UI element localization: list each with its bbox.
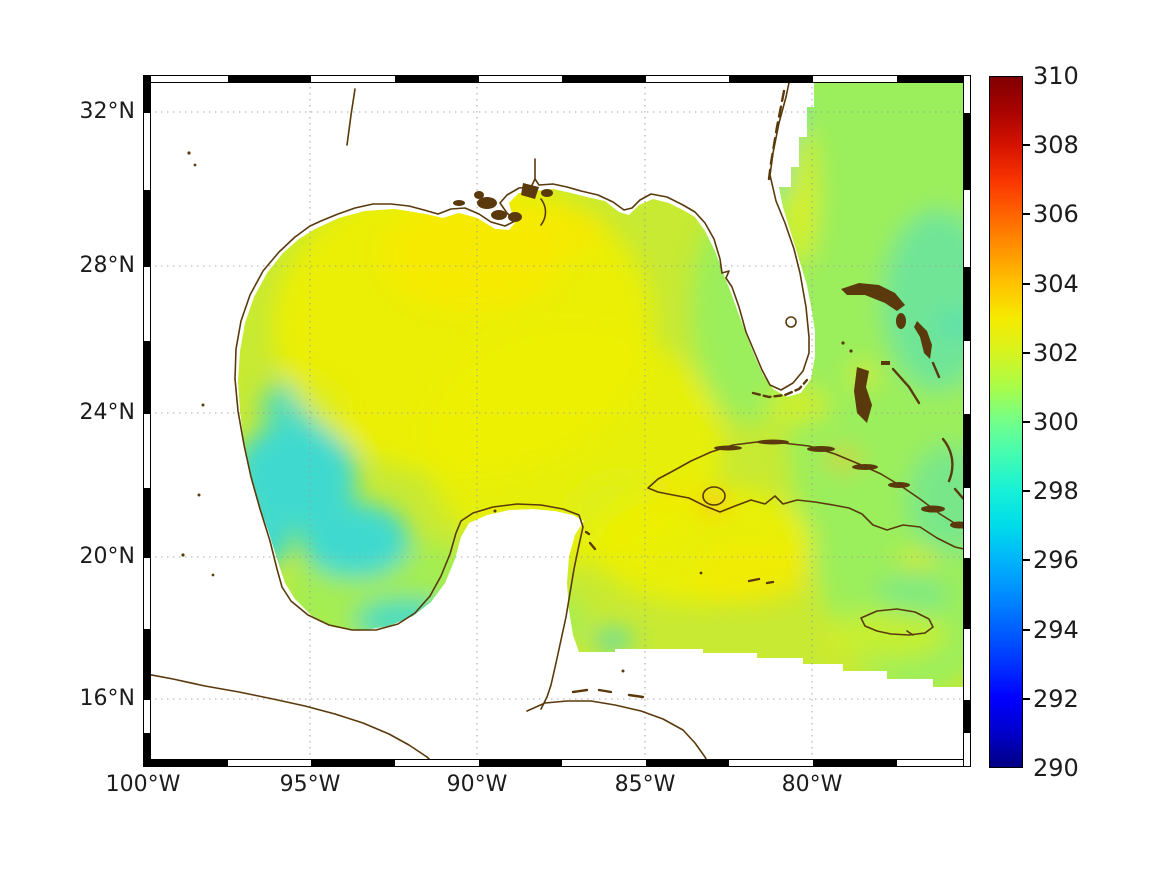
y-tick-label: 20°N: [79, 544, 135, 569]
colorbar-tick: [1023, 559, 1030, 562]
colorbar-tick: [1023, 421, 1030, 423]
colorbar-tick-label: 296: [1033, 546, 1079, 575]
y-tick-label: 16°N: [79, 686, 135, 711]
map-frame: [143, 75, 971, 767]
colorbar-tick-label: 294: [1033, 615, 1079, 644]
map-canvas: [143, 75, 971, 767]
x-tick-label: 100°W: [105, 772, 181, 797]
map-border-bottom: [143, 759, 971, 767]
colorbar-tick: [1023, 490, 1030, 493]
mainland-coastline: [234, 75, 810, 710]
cayman-islands: [747, 577, 775, 585]
colorbar-tick: [1023, 351, 1030, 354]
map-border-right: [963, 75, 971, 767]
colorbar-tick-label: 308: [1033, 131, 1079, 160]
colorbar-tick-label: 306: [1033, 200, 1079, 229]
cuba-north-cays: [714, 439, 968, 529]
cuba-coastline: [647, 441, 971, 552]
colorbar-tick: [1023, 628, 1030, 631]
colorbar: [989, 76, 1023, 768]
mississippi-delta-marsh: [453, 183, 553, 222]
lake-okeechobee: [785, 316, 797, 328]
colorbar-tick: [1023, 213, 1030, 216]
honduras-coastline: [526, 700, 711, 767]
x-tick-label: 80°W: [781, 772, 843, 797]
florida-keys: [751, 378, 809, 399]
bahamas-islands: [841, 283, 969, 505]
colorbar-tick: [1023, 697, 1030, 700]
colorbar-tick: [1023, 282, 1030, 285]
x-tick-label: 90°W: [446, 772, 508, 797]
river-lines: [346, 88, 536, 180]
cozumel-island: [584, 530, 597, 551]
colorbar-tick-label: 310: [1033, 62, 1079, 90]
bay-islands: [571, 688, 645, 699]
y-tick-label: 32°N: [79, 99, 135, 124]
graticule-gridlines: [143, 75, 971, 767]
x-tick-label: 85°W: [614, 772, 676, 797]
colorbar-tick-label: 302: [1033, 338, 1079, 367]
y-tick-label: 24°N: [79, 400, 135, 425]
chandeleur-islands: [540, 198, 547, 226]
x-tick-label: 95°W: [279, 772, 341, 797]
colorbar-tick-label: 300: [1033, 408, 1079, 436]
colorbar-tick-label: 290: [1033, 754, 1079, 782]
colorbar-tick-label: 298: [1033, 477, 1079, 506]
pacific-coastline: [143, 672, 439, 767]
colorbar-tick-label: 304: [1033, 269, 1079, 298]
colorbar-tick-label: 292: [1033, 684, 1079, 713]
isle-of-youth: [702, 486, 726, 506]
map-border-top: [143, 75, 971, 83]
georgia-barrier-islands: [767, 89, 786, 181]
jamaica-coastline: [860, 608, 934, 636]
map-border-left: [143, 75, 151, 767]
colorbar-tick: [1023, 144, 1030, 147]
y-tick-label: 28°N: [79, 253, 135, 278]
